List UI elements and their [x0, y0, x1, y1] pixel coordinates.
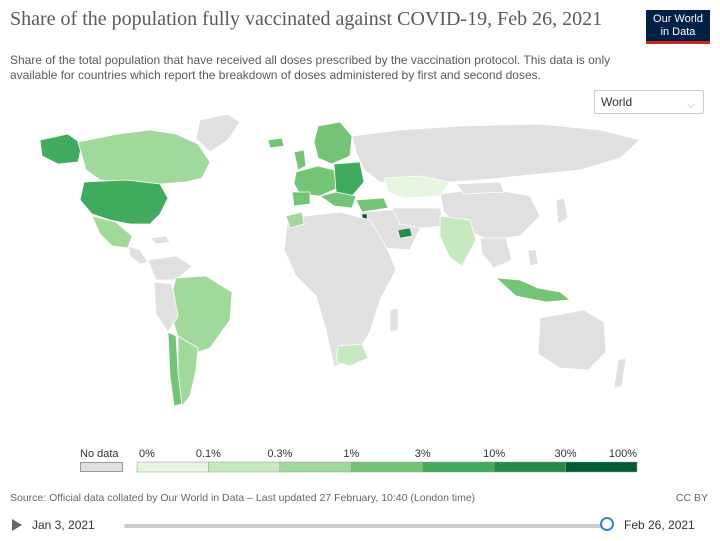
country-balkans	[319, 191, 357, 209]
chart-subtitle: Share of the total population that have …	[10, 53, 611, 82]
country-iran-region	[391, 207, 445, 229]
country-india	[439, 215, 477, 267]
country-canada	[77, 129, 211, 185]
country-usa	[79, 179, 169, 225]
legend-tick-label: 0%	[139, 448, 155, 460]
country-philippines	[527, 249, 539, 267]
country-peru	[153, 281, 179, 333]
country-iceland	[267, 137, 285, 149]
country-russia	[351, 123, 641, 185]
owid-logo[interactable]: Our World in Data	[646, 10, 710, 44]
logo-line1: Our World	[653, 13, 703, 25]
country-new-zealand	[613, 357, 627, 389]
legend-no-data-label: No data	[80, 448, 119, 460]
source-note: Source: Official data collated by Our Wo…	[10, 492, 476, 504]
country-morocco	[285, 211, 305, 229]
country-madagascar	[389, 307, 399, 333]
timeline: Jan 3, 2021 Feb 26, 2021	[0, 512, 720, 540]
legend-bin-2	[279, 461, 352, 473]
legend-tick-label: 10%	[483, 448, 505, 460]
region-select-value: World	[601, 95, 633, 109]
country-argentina	[177, 335, 199, 407]
legend-bin-0	[136, 461, 209, 473]
legend-bin-3	[351, 461, 423, 473]
country-south-africa	[335, 343, 369, 367]
country-greenland	[195, 113, 241, 153]
legend-bin-1	[208, 461, 281, 473]
chevron-down-icon: ⌵	[687, 100, 695, 111]
legend-bin-5	[493, 461, 566, 473]
legend-bin-4	[422, 461, 495, 473]
country-japan	[555, 197, 569, 225]
country-southeast-asia	[479, 237, 513, 269]
legend-scale: 0% 0.1% 0.3% 1% 3% 10% 30% 100%	[136, 448, 638, 473]
country-northern-south-america	[147, 255, 193, 281]
legend-tick-label: 100%	[609, 448, 637, 460]
legend-tick-label: 30%	[555, 448, 577, 460]
timeline-end-label: Feb 26, 2021	[624, 518, 695, 532]
region-select[interactable]: World ⌵	[594, 90, 704, 114]
legend-tick-label: 0.1%	[196, 448, 221, 460]
legend-tick-label: 0.3%	[267, 448, 292, 460]
country-scandinavia	[313, 121, 353, 165]
country-australia	[537, 309, 607, 371]
timeline-start-label: Jan 3, 2021	[32, 518, 95, 532]
country-caribbean	[149, 235, 171, 245]
country-indonesia	[494, 277, 572, 303]
country-turkey	[355, 197, 389, 213]
play-icon[interactable]	[12, 519, 22, 531]
legend-no-data-swatch	[80, 462, 123, 472]
country-central-america	[127, 245, 149, 265]
license-link[interactable]: CC BY	[675, 492, 708, 504]
timeline-handle[interactable]	[600, 517, 614, 531]
country-kazakhstan	[383, 175, 451, 199]
chart-title: Share of the population fully vaccinated…	[10, 8, 603, 30]
country-uae	[397, 227, 413, 239]
country-mongolia	[455, 181, 505, 195]
world-map[interactable]	[0, 100, 720, 440]
country-eastern-europe	[333, 161, 365, 197]
logo-line2: in Data	[660, 26, 696, 38]
legend-tick-label: 3%	[415, 448, 431, 460]
timeline-track[interactable]	[124, 524, 608, 528]
country-africa	[283, 211, 397, 367]
legend-tick-label: 1%	[343, 448, 359, 460]
country-alaska	[39, 133, 83, 165]
country-western-europe	[293, 165, 339, 197]
country-uk	[293, 149, 307, 171]
country-spain	[291, 191, 311, 207]
legend-bin-6	[565, 461, 638, 473]
